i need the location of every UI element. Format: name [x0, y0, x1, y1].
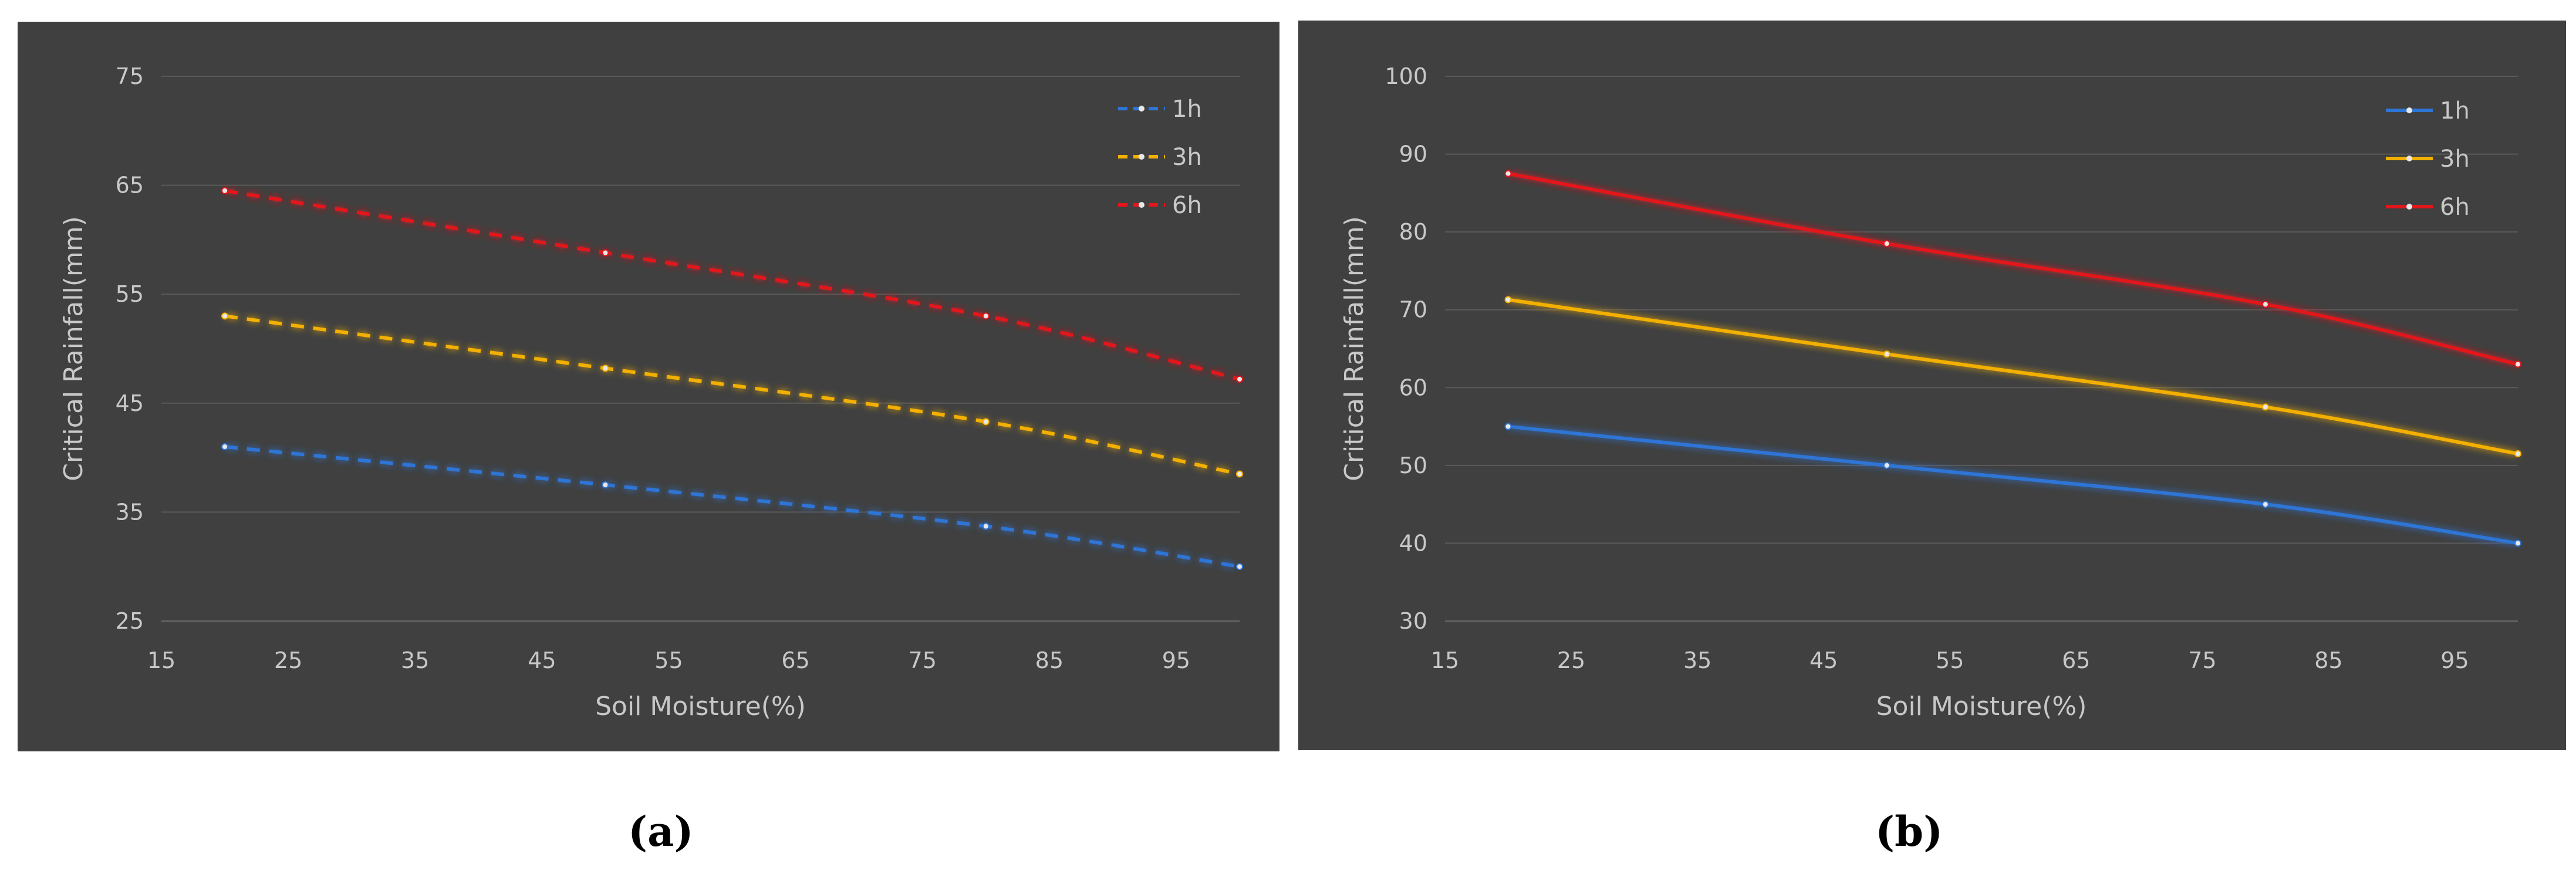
legend-marker-3h — [1139, 154, 1144, 160]
legend-label-1h: 1h — [1172, 96, 1202, 123]
data-point-6h — [2514, 360, 2521, 368]
x-tick-label: 65 — [781, 647, 809, 673]
data-point-1h — [1883, 461, 1890, 469]
y-tick-label: 55 — [116, 281, 144, 307]
legend-marker-3h — [2406, 156, 2412, 161]
x-tick-label: 45 — [528, 647, 556, 673]
x-tick-label: 55 — [1936, 647, 1964, 673]
y-tick-label: 45 — [116, 390, 144, 416]
y-tick-label: 35 — [116, 499, 144, 525]
chart-panel-b: 30 40 50 60 70 80 90 100 15 25 35 45 55 65 75 85 95 Soil … — [1298, 21, 2566, 750]
panel-label-a: (a) — [628, 807, 694, 856]
x-tick-label: 35 — [401, 647, 429, 673]
x-tick-label: 65 — [2062, 647, 2090, 673]
data-point-1h — [982, 522, 990, 530]
x-tick-label: 25 — [1557, 647, 1585, 673]
x-tick-label: 95 — [1162, 647, 1190, 673]
y-tick-label: 65 — [116, 173, 144, 198]
data-point-6h — [982, 312, 990, 320]
x-tick-label: 15 — [1431, 647, 1459, 673]
panel-label-b: (b) — [1875, 807, 1943, 856]
data-point-3h — [2514, 450, 2521, 457]
data-point-6h — [221, 187, 229, 194]
legend-marker-6h — [2406, 204, 2412, 210]
data-point-3h — [221, 312, 229, 320]
legend-marker-1h — [2406, 107, 2412, 113]
data-point-1h — [1236, 563, 1243, 571]
data-point-3h — [1883, 350, 1890, 358]
y-tick-label: 40 — [1399, 530, 1427, 556]
legend-marker-1h — [1139, 106, 1144, 112]
series-line-1h — [224, 445, 1240, 569]
y-tick-label: 30 — [1399, 608, 1427, 634]
data-point-6h — [602, 249, 609, 257]
y-tick-label: 70 — [1399, 297, 1427, 323]
data-point-1h — [2514, 539, 2521, 547]
x-axis-title: Soil Moisture(%) — [1876, 692, 2087, 721]
y-tick-label: 50 — [1399, 453, 1427, 478]
x-tick-label: 25 — [274, 647, 302, 673]
data-point-1h — [602, 481, 609, 488]
legend-marker-6h — [1139, 202, 1144, 208]
series-line-1h — [1508, 424, 2518, 545]
legend-label-6h: 6h — [2440, 194, 2470, 221]
data-point-6h — [2261, 301, 2269, 308]
data-point-3h — [1504, 296, 1512, 303]
x-tick-label: 75 — [2188, 647, 2216, 673]
series-line-6h — [1507, 171, 2518, 366]
data-point-1h — [2261, 501, 2269, 508]
data-point-3h — [982, 418, 990, 426]
y-tick-label: 100 — [1385, 63, 1427, 89]
y-tick-label: 80 — [1399, 219, 1427, 245]
y-tick-label: 90 — [1399, 141, 1427, 167]
y-axis-title: Critical Rainfall(mm) — [1339, 216, 1369, 481]
series-line-3h — [224, 314, 1240, 476]
x-axis-title: Soil Moisture(%) — [595, 692, 806, 721]
plot-background — [1298, 21, 2566, 750]
x-tick-label: 95 — [2440, 647, 2469, 673]
legend-label-6h: 6h — [1172, 192, 1202, 219]
series-line-6h — [224, 188, 1240, 381]
x-tick-label: 55 — [654, 647, 683, 673]
y-tick-label: 60 — [1399, 375, 1427, 400]
data-point-6h — [1236, 375, 1243, 383]
data-point-1h — [221, 443, 229, 451]
y-tick-label: 75 — [116, 63, 144, 89]
y-axis-title: Critical Rainfall(mm) — [59, 216, 89, 481]
legend-label-3h: 3h — [1172, 144, 1202, 171]
series-line-3h — [1508, 298, 2518, 456]
x-tick-label: 45 — [1809, 647, 1838, 673]
x-tick-label: 85 — [2314, 647, 2342, 673]
data-point-1h — [1504, 423, 1512, 430]
x-tick-label: 75 — [909, 647, 937, 673]
x-tick-label: 85 — [1035, 647, 1064, 673]
data-point-3h — [2261, 403, 2269, 411]
legend-label-3h: 3h — [2440, 146, 2470, 173]
x-tick-label: 35 — [1683, 647, 1711, 673]
data-point-6h — [1883, 240, 1890, 248]
data-point-3h — [602, 365, 609, 372]
x-tick-label: 15 — [147, 647, 175, 673]
data-point-6h — [1504, 170, 1512, 177]
y-tick-label: 25 — [116, 608, 144, 634]
legend-label-1h: 1h — [2440, 97, 2470, 124]
data-point-3h — [1236, 470, 1243, 478]
plot-background — [18, 22, 1279, 751]
